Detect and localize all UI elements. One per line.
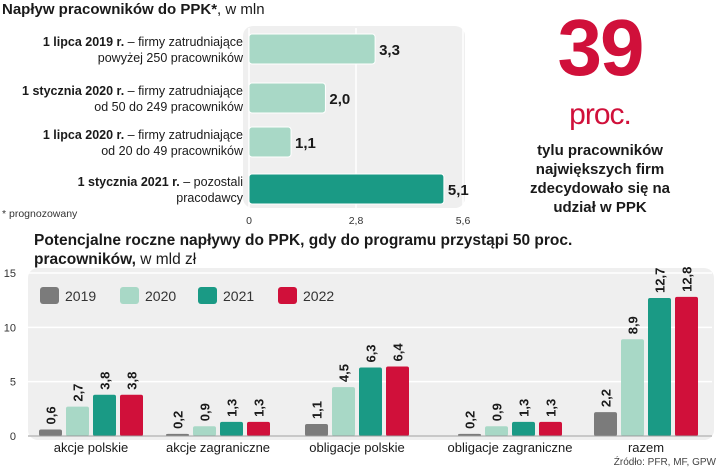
chart2-bar-2022 [539,421,562,436]
chart1-x-tick-label: 2,8 [349,215,364,227]
chart2-value-label: 6,3 [364,344,379,362]
source-note: Źródło: PFR, MF, GPW [613,457,716,468]
chart2-value-label: 4,5 [337,364,352,382]
chart1-plot-background [243,26,465,208]
chart2-y-tick-label: 10 [4,322,16,334]
chart2-legend-label: 2021 [223,288,254,304]
chart2-value-label: 0,2 [171,411,186,429]
chart1-category-label-line2: od 20 do 49 pracowników [101,144,244,158]
chart2-bar-2019 [594,412,617,436]
chart2-plot-background [28,268,714,440]
chart2-value-label: 3,8 [98,372,113,390]
chart1-title: Napływ pracowników do PPK*, w mln [2,1,265,18]
chart1-bar [248,126,292,158]
chart2-category-label: razem [628,440,664,455]
chart1-bar [248,82,326,114]
chart1-value-label: 5,1 [448,182,469,199]
chart2-bar-2020 [66,406,89,436]
chart2-bar-2019 [39,429,62,436]
footnote: * prognozowany [2,208,78,220]
chart1-value-label: 2,0 [329,91,350,108]
chart2-title: Potencjalne roczne napływy do PPK, gdy d… [34,232,573,268]
chart2-value-label: 6,4 [391,343,406,362]
chart1-category-label: 1 stycznia 2020 r. – firmy zatrudniające [22,84,243,98]
chart2-value-label: 1,3 [252,399,267,417]
chart2-value-label: 0,6 [44,406,59,424]
chart2-bar-2021 [359,367,382,436]
chart2-bar-2021 [648,297,671,436]
chart2-value-label: 2,2 [599,389,614,407]
chart2-category-label: obligacje zagraniczne [447,440,572,455]
chart2-value-label: 8,9 [626,316,641,334]
chart2-bar-2021 [220,421,243,436]
chart2-value-label: 1,3 [225,399,240,417]
highlight-description: tylu pracowników największych firm zdecy… [529,142,671,216]
chart1-x-tick-label: 0 [246,215,252,227]
highlight-unit: proc. [569,98,632,131]
chart2-bar-2019 [458,433,481,436]
chart2-legend-label: 2019 [65,288,96,304]
chart1-category-label: 1 lipca 2020 r. – firmy zatrudniające [43,128,243,142]
chart1-bar [248,33,376,65]
chart2-value-label: 0,9 [198,403,213,421]
chart2-category-label: obligacje polskie [309,440,404,455]
chart2-category-label: akcje zagraniczne [166,440,270,455]
chart2-value-label: 1,3 [517,399,532,417]
chart1-value-label: 3,3 [379,42,400,59]
chart2-value-label: 2,7 [71,384,86,402]
chart1-value-label: 1,1 [295,135,316,152]
chart2-bar-2020 [332,387,355,436]
chart2-value-label: 12,8 [680,267,695,292]
chart2-y-tick-label: 0 [10,431,16,443]
chart1-category-label-line2: pracodawcy [176,191,243,205]
chart2-legend-swatch-2019 [40,287,59,304]
chart1-bar [248,173,445,205]
chart1-category-label: 1 lipca 2019 r. – firmy zatrudniające [43,35,243,49]
chart2-value-label: 1,1 [310,401,325,419]
chart2-bar-2019 [305,424,328,436]
chart2-value-label: 3,8 [125,372,140,390]
chart2-bar-2019 [166,433,189,436]
chart2-value-label: 12,7 [653,268,668,293]
chart2-bar-2021 [512,421,535,436]
chart2-legend-label: 2022 [303,288,334,304]
chart2-bar-2022 [675,296,698,436]
chart2-legend-swatch-2021 [198,287,217,304]
chart2-legend-swatch-2020 [120,287,139,304]
highlight-number: 39 [557,3,645,92]
chart2-value-label: 1,3 [544,399,559,417]
chart1-category-label: 1 stycznia 2021 r. – pozostali [78,175,243,189]
chart1-category-label-line2: od 50 do 249 pracowników [94,100,244,114]
chart2-bar-2020 [193,426,216,436]
chart2-y-tick-label: 5 [10,377,16,389]
chart2-bar-2020 [485,426,508,436]
chart2-y-tick-label: 15 [4,268,16,280]
chart2-value-label: 0,9 [490,403,505,421]
chart2-bar-2022 [386,366,409,436]
chart1-x-tick-label: 5,6 [456,215,471,227]
chart2-category-label: akcje polskie [54,440,128,455]
chart2-legend-swatch-2022 [278,287,297,304]
chart2-bar-2022 [120,394,143,436]
chart2-bar-2020 [621,339,644,436]
chart1-category-label-line2: powyżej 250 pracowników [98,51,244,65]
chart2-bar-2022 [247,421,270,436]
chart2-legend-label: 2020 [145,288,176,304]
chart2-bar-2021 [93,394,116,436]
chart2-value-label: 0,2 [463,411,478,429]
